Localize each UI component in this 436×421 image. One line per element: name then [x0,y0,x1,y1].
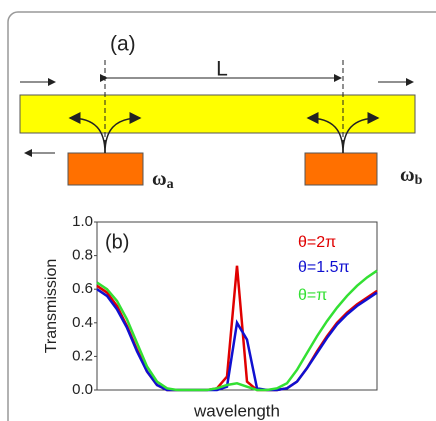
y-tick-label: 1.0 [72,213,93,230]
series-line [96,269,378,392]
x-axis-label: wavelength [193,401,280,420]
omega-b: ωb [400,164,423,189]
y-tick-label: 0.2 [72,347,93,364]
y-tick-label: 0.4 [72,314,93,331]
coupling-arrow [342,112,380,154]
omega-subscript: a [167,177,174,192]
legend-label: θ=2π [298,234,336,251]
waveguide [19,94,416,134]
resonator [304,152,378,186]
length-label: L [216,58,228,81]
panel-a-label: (a) [110,33,136,56]
y-tick-label: 0.8 [72,247,93,264]
resonator [67,152,144,186]
omega-subscript: b [415,173,423,188]
series-line [96,288,378,392]
y-tick-label: 0.6 [72,280,93,297]
omega-symbol: ω [400,164,415,186]
omega-a: ωa [152,168,174,193]
plot-area [96,221,378,391]
y-axis-label: Transmission [43,259,60,354]
panel-b-label: (b) [105,231,129,253]
omega-symbol: ω [152,168,167,190]
frame [7,11,436,421]
legend-label: θ=1.5π [298,259,350,276]
legend-label: θ=π [298,287,327,304]
y-tick-label: 0.0 [72,381,93,398]
coupling-arrow [104,112,142,154]
